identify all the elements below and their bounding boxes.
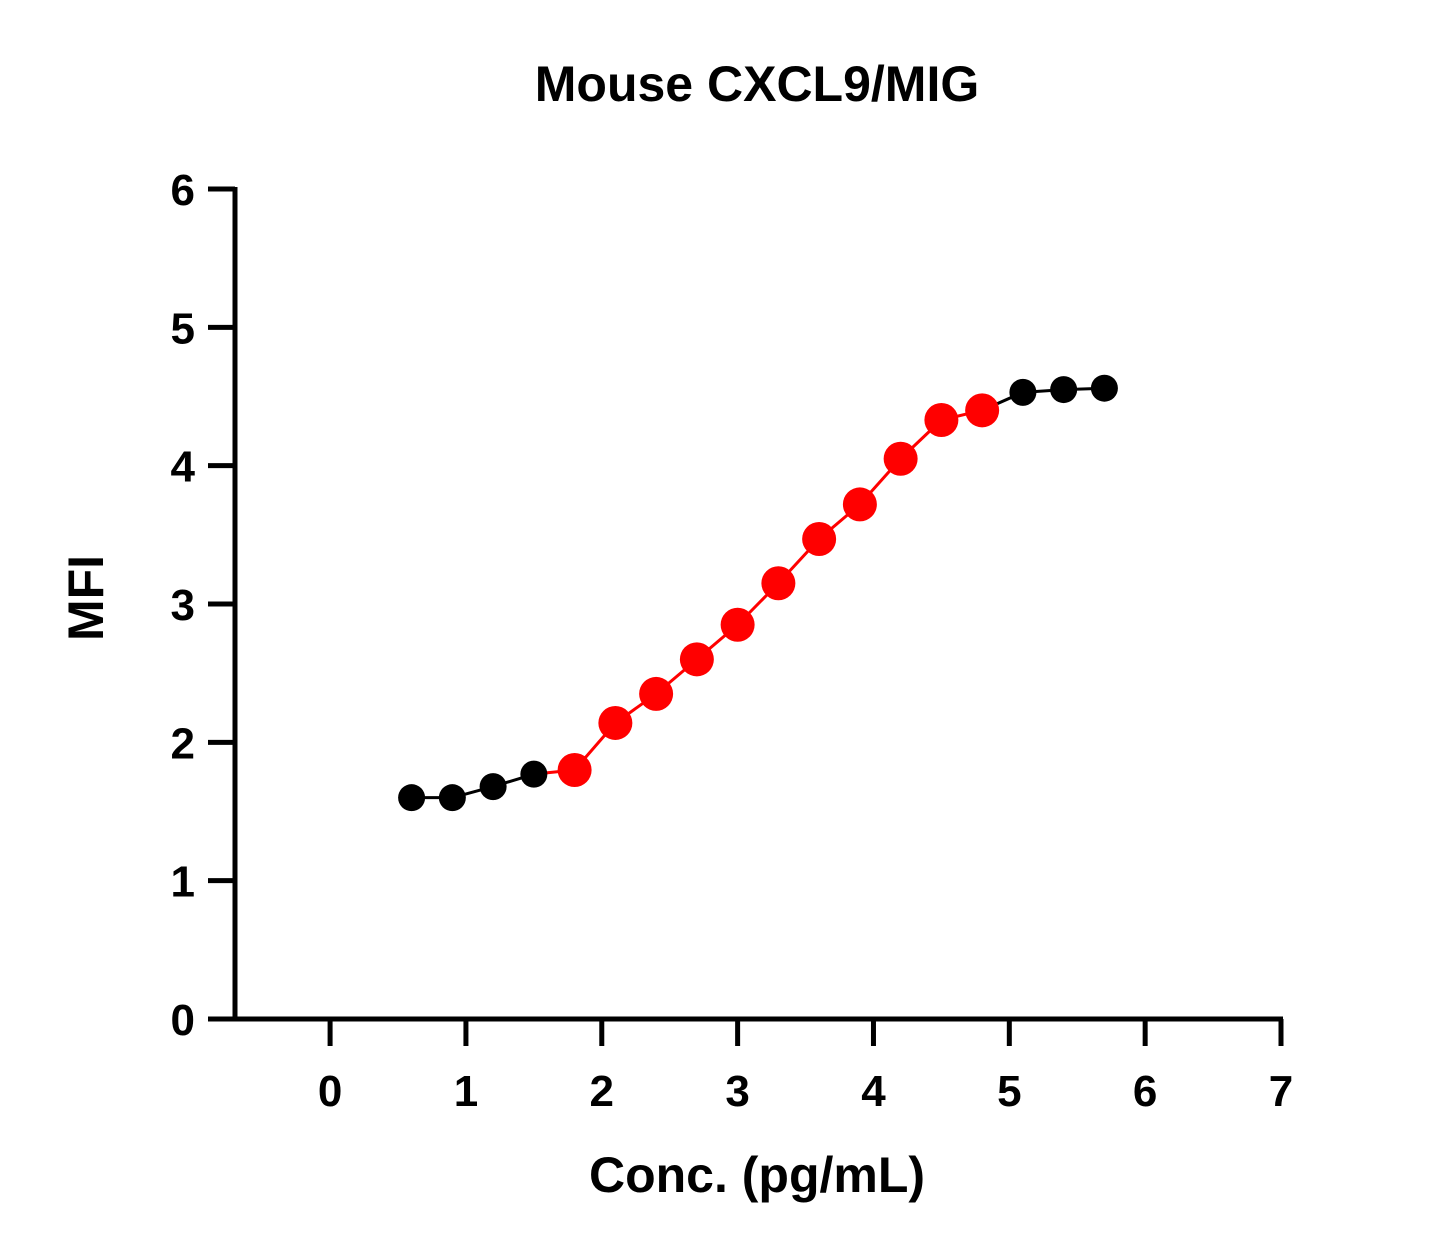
data-point <box>965 393 1000 428</box>
y-tick-label: 4 <box>171 443 196 492</box>
data-point <box>639 676 674 711</box>
x-tick-label: 1 <box>454 1067 478 1116</box>
y-tick-label: 2 <box>171 719 195 768</box>
series-lines <box>411 386 1105 800</box>
y-tick-label: 5 <box>171 304 195 353</box>
x-tick-label: 3 <box>725 1067 749 1116</box>
x-tick-label: 2 <box>590 1067 614 1116</box>
data-point <box>761 566 796 601</box>
y-axis-label: MFI <box>58 555 114 641</box>
data-point <box>720 607 755 642</box>
x-tick-label: 6 <box>1133 1067 1157 1116</box>
data-point <box>1050 376 1078 404</box>
data-point <box>598 705 633 740</box>
data-point <box>802 521 837 556</box>
data-point <box>883 441 918 476</box>
y-tick-label: 0 <box>171 996 195 1045</box>
data-point <box>520 760 548 788</box>
data-point <box>1090 374 1118 402</box>
chart-title: Mouse CXCL9/MIG <box>535 56 979 112</box>
series-points <box>398 374 1118 812</box>
x-tick-label: 5 <box>997 1067 1021 1116</box>
x-axis-label: Conc. (pg/mL) <box>589 1147 925 1203</box>
y-tick-label: 1 <box>171 858 195 907</box>
data-point <box>438 784 466 812</box>
data-point <box>1009 378 1037 406</box>
y-tick-label: 6 <box>171 166 195 215</box>
axes: 0 1 2 3 4 5 6 0 1 2 3 4 5 6 7 <box>171 166 1294 1116</box>
data-point <box>398 784 426 812</box>
data-point <box>924 403 959 438</box>
x-tick-label: 0 <box>318 1067 342 1116</box>
data-point <box>842 487 877 522</box>
y-tick-label: 3 <box>171 581 195 630</box>
data-point <box>557 753 592 787</box>
x-tick-label: 7 <box>1269 1067 1293 1116</box>
x-tick-label: 4 <box>861 1067 886 1116</box>
data-point <box>479 773 507 801</box>
data-point <box>679 642 714 677</box>
